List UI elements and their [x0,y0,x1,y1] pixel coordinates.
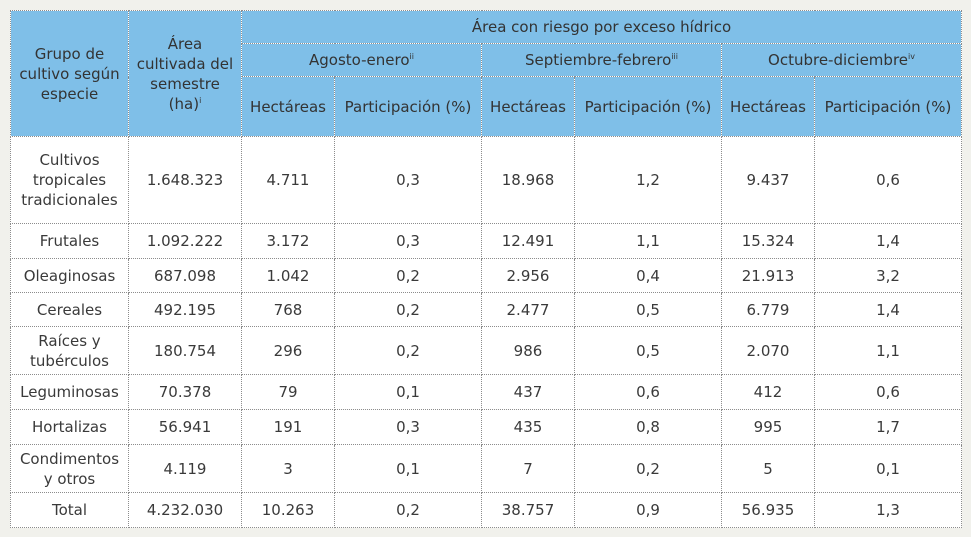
cell-p1-hectareas: 3 [241,444,335,493]
cell-p3-participacion: 1,4 [813,292,963,327]
header-period-3: Octubre-diciembreiv [720,43,963,77]
cell-area: 180.754 [128,326,242,375]
cell-p2-hectareas: 2.477 [481,292,575,327]
cell-p2-participacion: 0,5 [574,326,722,375]
cell-p1-hectareas: 296 [241,326,335,375]
table-row: Leguminosas 70.378 79 0,1 437 0,6 412 0,6 [10,374,963,410]
header-risk-title: Área con riesgo por exceso hídrico [240,10,963,44]
subheader-participacion: Participación (%) [334,76,482,137]
table-row: Raíces y tubérculos 180.754 296 0,2 986 0,5 2.… [10,326,963,375]
cell-p1-participacion: 0,2 [334,292,482,327]
subheader-hectareas: Hectáreas [241,76,335,137]
cell-p2-hectareas: 12.491 [481,223,575,259]
cell-p3-hectareas: 56.935 [721,492,815,528]
cell-p2-participacion: 0,4 [574,258,722,293]
header-area: Área cultivada del semestre (ha)i [128,10,242,137]
cell-p3-hectareas: 2.070 [721,326,815,375]
table-row: Oleaginosas 687.098 1.042 0,2 2.956 0,4 21.913… [10,258,963,293]
cell-p1-participacion: 0,1 [334,374,482,410]
cell-group: Total [10,492,129,528]
cell-p2-participacion: 0,6 [574,374,722,410]
crop-risk-table: Grupo de cultivo según especie Área cult… [10,10,963,528]
table-row: Hortalizas 56.941 191 0,3 435 0,8 995 1,7 [10,409,963,445]
cell-p2-hectareas: 7 [481,444,575,493]
subheader-participacion: Participación (%) [813,76,963,137]
cell-group: Hortalizas [10,409,129,445]
cell-p3-hectareas: 995 [721,409,815,445]
cell-p3-participacion: 0,6 [813,374,963,410]
cell-area: 56.941 [128,409,242,445]
total-row: Total 4.232.030 10.263 0,2 38.757 0,9 56.935 1,… [10,492,963,528]
cell-area: 687.098 [128,258,242,293]
cell-p3-hectareas: 412 [721,374,815,410]
cell-p2-hectareas: 38.757 [481,492,575,528]
subheader-participacion: Participación (%) [574,76,722,137]
cell-p2-participacion: 1,2 [574,136,722,224]
header-period-2: Septiembre-febreroiii [481,43,722,77]
cell-area: 70.378 [128,374,242,410]
cell-p1-participacion: 0,3 [334,409,482,445]
cell-area: 4.232.030 [128,492,242,528]
cell-p1-participacion: 0,3 [334,223,482,259]
cell-p1-participacion: 0,1 [334,444,482,493]
cell-p2-hectareas: 2.956 [481,258,575,293]
table-row: Cereales 492.195 768 0,2 2.477 0,5 6.779 1,4 [10,292,963,327]
cell-group: Condimentos y otros [10,444,129,493]
cell-p1-hectareas: 1.042 [241,258,335,293]
cell-group: Frutales [10,223,129,259]
cell-group: Raíces y tubérculos [10,326,129,375]
cell-p2-participacion: 0,2 [574,444,722,493]
cell-p2-participacion: 1,1 [574,223,722,259]
cell-p1-hectareas: 3.172 [241,223,335,259]
cell-p2-participacion: 0,5 [574,292,722,327]
header-group: Grupo de cultivo según especie [10,10,129,137]
cell-p3-participacion: 1,7 [813,409,963,445]
table-container: Grupo de cultivo según especie Área cult… [10,10,963,534]
cell-area: 4.119 [128,444,242,493]
cell-p3-participacion: 0,1 [813,444,963,493]
cell-p1-participacion: 0,2 [334,258,482,293]
cell-p3-hectareas: 21.913 [721,258,815,293]
cell-group: Cultivos tropicales tradicionales [10,136,129,224]
cell-group: Cereales [10,292,129,327]
header-period-1: Agosto-eneroii [241,43,482,77]
table-row: Frutales 1.092.222 3.172 0,3 12.491 1,1 15.324… [10,223,963,259]
cell-p3-hectareas: 6.779 [721,292,815,327]
cell-p3-participacion: 3,2 [813,258,963,293]
cell-p1-participacion: 0,3 [334,136,482,224]
cell-area: 492.195 [128,292,242,327]
cell-area: 1.092.222 [128,223,242,259]
subheader-hectareas: Hectáreas [481,76,575,137]
cell-p3-participacion: 1,3 [813,492,963,528]
cell-p3-participacion: 0,6 [813,136,963,224]
cell-p1-hectareas: 79 [241,374,335,410]
cell-p3-hectareas: 9.437 [721,136,815,224]
cell-p1-participacion: 0,2 [334,492,482,528]
cell-group: Oleaginosas [10,258,129,293]
subheader-hectareas: Hectáreas [721,76,815,137]
cell-p1-hectareas: 768 [241,292,335,327]
cell-p3-hectareas: 15.324 [721,223,815,259]
table-body: Cultivos tropicales tradicionales 1.648.3… [10,136,963,528]
cell-group: Leguminosas [10,374,129,410]
cell-p2-hectareas: 18.968 [481,136,575,224]
cell-p3-participacion: 1,4 [813,223,963,259]
cell-p3-hectareas: 5 [721,444,815,493]
cell-area: 1.648.323 [128,136,242,224]
cell-p2-hectareas: 437 [481,374,575,410]
table-row: Condimentos y otros 4.119 3 0,1 7 0,2 5 0,1 [10,444,963,493]
cell-p2-participacion: 0,8 [574,409,722,445]
cell-p3-participacion: 1,1 [813,326,963,375]
cell-p2-hectareas: 986 [481,326,575,375]
cell-p2-hectareas: 435 [481,409,575,445]
cell-p1-hectareas: 10.263 [241,492,335,528]
cell-p1-participacion: 0,2 [334,326,482,375]
cell-p2-participacion: 0,9 [574,492,722,528]
table-row: Cultivos tropicales tradicionales 1.648.3… [10,136,963,224]
cell-p1-hectareas: 4.711 [241,136,335,224]
cell-p1-hectareas: 191 [241,409,335,445]
